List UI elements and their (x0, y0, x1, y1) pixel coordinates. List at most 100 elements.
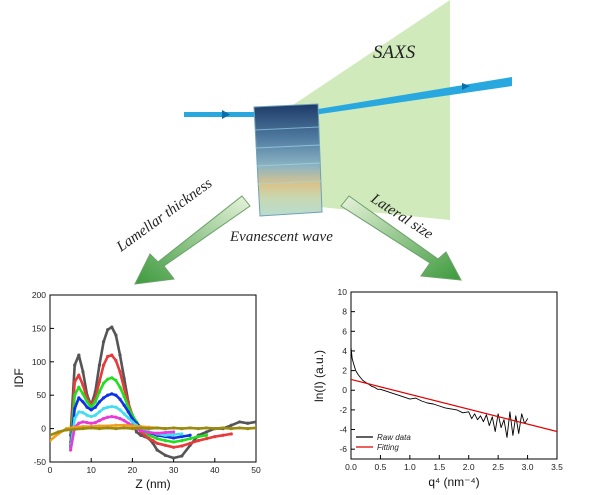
idf-series-red-point (73, 380, 77, 384)
lateral-arrow (340, 195, 462, 281)
idf-series-dark-gray-point (246, 421, 250, 425)
porod-x-tick-label: 1.5 (433, 462, 445, 472)
idf-series-red-point (188, 441, 192, 445)
idf-series-cyan-point (106, 405, 110, 409)
idf-series-cyan-point (81, 410, 85, 415)
idf-series-red-point (180, 444, 184, 448)
idf-series-green-point (101, 381, 106, 385)
idf-series-magenta-point (126, 421, 130, 425)
idf-series-red-point (221, 433, 225, 437)
idf-x-tick-label: 20 (128, 465, 138, 475)
idf-series-green-point (106, 377, 110, 381)
idf-series-cyan-point (130, 420, 134, 424)
idf-x-tick-label: 10 (86, 465, 96, 475)
idf-series-magenta-point (81, 420, 85, 424)
idf-series-dark-gray-point (77, 353, 81, 357)
idf-series-olive-point (114, 427, 118, 431)
idf-series-cyan-point (172, 433, 176, 437)
idf-series-red-point (196, 439, 200, 443)
idf-series-olive-point (64, 428, 69, 432)
idf-series-red-point (172, 445, 176, 449)
idf-series-red-point (77, 373, 81, 377)
idf-series-olive-point (204, 426, 209, 430)
porod-x-tick-label: 0.0 (345, 462, 357, 472)
idf-series-cyan-point (163, 433, 167, 437)
idf-series-green-point (85, 400, 89, 404)
idf-series-green-point (126, 405, 130, 409)
idf-series-cyan-point (101, 406, 106, 411)
legend-raw-label: Raw data (377, 433, 411, 442)
idf-series-red-point (106, 354, 110, 359)
idf-series-dark-gray-point (73, 363, 77, 367)
idf-series-olive-point (221, 426, 225, 430)
idf-series-magenta-point (172, 430, 176, 434)
idf-series-olive-point (188, 426, 192, 430)
idf-series-olive-point (130, 427, 134, 431)
porod-series-raw-data (351, 346, 529, 438)
idf-series-blue-point (81, 400, 85, 404)
idf-series-green-point (163, 439, 167, 443)
idf-series-blue-point (73, 406, 77, 411)
porod-plot-frame (350, 291, 558, 460)
porod-x-axis-title: q⁴ (nm⁻⁴) (428, 475, 479, 489)
idf-series-magenta-point (118, 416, 122, 421)
porod-series-fitting (351, 378, 557, 433)
porod-x-tick-label: 3.0 (522, 462, 534, 472)
idf-series-red-point (155, 441, 159, 445)
idf-series-dark-gray (69, 325, 256, 460)
idf-series-red-point (118, 370, 122, 374)
idf-series-olive-point (81, 427, 85, 431)
evanescent-wave-label: Evanescent wave (229, 229, 333, 245)
lamellar-arrow (134, 195, 251, 285)
idf-series-olive-point (56, 430, 60, 434)
idf-series-olive-point (106, 426, 110, 430)
idf-series-green-point (196, 435, 200, 439)
idf-series-magenta-point (85, 420, 89, 425)
idf-series-magenta-point (69, 448, 73, 452)
idf-series-cyan-point (110, 404, 114, 409)
idf-series-red-point (110, 353, 114, 357)
idf-plot-frame (49, 294, 257, 463)
idf-series-blue-point (77, 396, 81, 400)
idf-series-green-point (122, 394, 126, 399)
idf-series-magenta-point (155, 431, 159, 435)
idf-series-magenta-point (93, 420, 97, 425)
idf-series-red-point (101, 363, 106, 367)
idf-series-cyan-point (126, 416, 130, 420)
porod-x-tick-label: 2.5 (492, 462, 504, 472)
porod-y-tick-label: 10 (338, 287, 348, 297)
idf-series-dark-gray-point (81, 370, 85, 374)
idf-series-cyan-point (73, 416, 77, 421)
lamellar-sample (253, 103, 323, 217)
idf-series-olive-point (97, 427, 102, 431)
idf-series-olive-point (155, 426, 159, 430)
idf-series-blue-point (106, 393, 110, 397)
idf-series-dark-gray-point (204, 430, 209, 434)
idf-series-magenta (69, 415, 175, 452)
idf-series-green-point (188, 437, 192, 441)
idf-series-cyan-point (93, 413, 97, 417)
idf-series-red-point (213, 435, 217, 439)
idf-series-magenta-point (110, 414, 114, 419)
idf-series-dark-gray-point (172, 456, 176, 460)
porod-chart: 0.0 0.5 1.0 1.5 2.0 2.5 3.0 3.5 -6 -4 -2 0 2 4 6 8 10 q⁴… (312, 287, 563, 489)
idf-series-dark-gray-point (118, 353, 122, 357)
porod-y-tick-label: 6 (342, 326, 347, 336)
idf-series-red-point (143, 433, 147, 437)
porod-y-tick-label: -2 (339, 405, 347, 415)
idf-y-tick-label: 200 (32, 290, 46, 300)
idf-series-green-point (155, 437, 159, 441)
idf-series-red-point (229, 432, 233, 436)
idf-series-olive-point (180, 427, 184, 431)
idf-series-olive-point (237, 426, 242, 430)
idf-series-orange-point (122, 423, 126, 427)
idf-series-green-point (180, 439, 184, 443)
idf-series-blue-point (180, 435, 184, 439)
idf-x-tick-label: 50 (251, 465, 261, 475)
porod-y-tick-label: -6 (339, 444, 347, 454)
idf-series-dark-gray-point (114, 333, 118, 337)
idf-series-olive-point (163, 427, 167, 431)
idf-series-olive-point (246, 427, 250, 431)
idf-y-tick-label: 50 (37, 390, 47, 400)
